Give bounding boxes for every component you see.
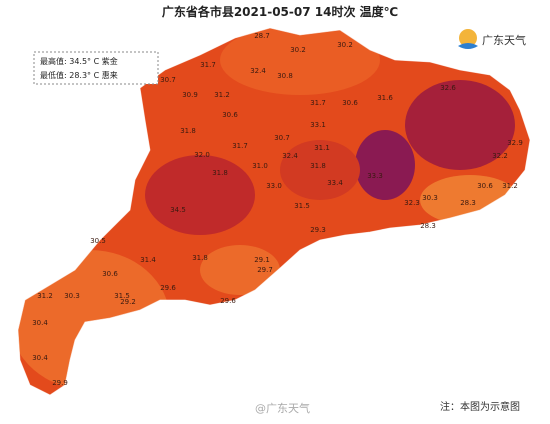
temperature-label: 28.3: [420, 222, 436, 230]
temperature-label: 30.4: [32, 319, 48, 327]
note: 注：本图为示意图: [440, 400, 520, 413]
temperature-label: 33.4: [327, 179, 343, 187]
stats-box: [33, 51, 159, 85]
temperature-label: 32.9: [507, 139, 523, 147]
temperature-label: 33.0: [266, 182, 282, 190]
temperature-label: 31.5: [294, 202, 310, 210]
temperature-label: 29.1: [254, 256, 270, 264]
max-stat: 最高值: 34.5° C 紫金: [40, 56, 118, 66]
temperature-label: 30.6: [477, 182, 493, 190]
min-stat: 最低值: 28.3° C 惠来: [40, 70, 118, 80]
temperature-label: 31.4: [140, 256, 156, 264]
temperature-label: 30.6: [342, 99, 358, 107]
temperature-label: 30.3: [422, 194, 438, 202]
temperature-label: 31.0: [252, 162, 268, 170]
temperature-label: 34.5: [170, 206, 186, 214]
temperature-label: 29.6: [160, 284, 176, 292]
logo-wave: [458, 43, 478, 49]
temperature-label: 31.2: [37, 292, 53, 300]
temperature-label: 30.2: [290, 46, 306, 54]
temperature-label: 28.7: [254, 32, 270, 40]
temperature-label: 31.8: [192, 254, 208, 262]
temperature-label: 29.3: [310, 226, 326, 234]
temperature-label: 29.7: [257, 266, 273, 274]
temperature-label: 30.7: [160, 76, 176, 84]
temperature-label: 32.6: [440, 84, 456, 92]
temperature-label: 32.4: [250, 67, 266, 75]
temperature-label: 32.4: [282, 152, 298, 160]
temperature-label: 30.6: [222, 111, 238, 119]
temperature-label: 31.2: [214, 91, 230, 99]
temperature-label: 33.3: [367, 172, 383, 180]
temperature-label: 30.9: [182, 91, 198, 99]
watermark: @广东天气: [255, 401, 310, 415]
temperature-label: 31.8: [310, 162, 326, 170]
logo-icon: [459, 29, 477, 47]
temperature-label: 33.1: [310, 121, 326, 129]
temperature-label: 32.3: [404, 199, 420, 207]
temperature-label: 30.4: [32, 354, 48, 362]
temperature-label: 31.1: [314, 144, 330, 152]
temperature-label: 32.2: [492, 152, 508, 160]
temperature-label: 30.2: [337, 41, 353, 49]
station-labels: 28.7 30.2 30.2 31.7 32.4 30.8 30.7 30.9 31.2 31.7…: [32, 32, 523, 387]
temperature-label: 31.7: [200, 61, 216, 69]
temperature-label: 31.6: [377, 94, 393, 102]
temperature-label: 30.5: [90, 237, 106, 245]
temperature-label: 31.2: [502, 182, 518, 190]
temperature-label: 30.7: [274, 134, 290, 142]
temperature-label: 29.2: [120, 298, 136, 306]
temperature-label: 31.7: [232, 142, 248, 150]
logo-text: 广东天气: [482, 33, 526, 47]
temperature-label: 31.5: [114, 292, 130, 300]
temperature-label: 32.0: [194, 151, 210, 159]
title: 广东省各市县2021-05-07 14时次 温度℃: [162, 4, 398, 19]
temperature-label: 30.6: [102, 270, 118, 278]
temperature-label: 30.3: [64, 292, 80, 300]
temperature-label: 31.8: [180, 127, 196, 135]
temperature-label: 28.3: [460, 199, 476, 207]
temperature-label: 29.9: [52, 379, 68, 387]
temperature-label: 29.6: [220, 297, 236, 305]
temperature-label: 31.7: [310, 99, 326, 107]
temperature-label: 31.8: [212, 169, 228, 177]
temperature-label: 30.8: [277, 72, 293, 80]
